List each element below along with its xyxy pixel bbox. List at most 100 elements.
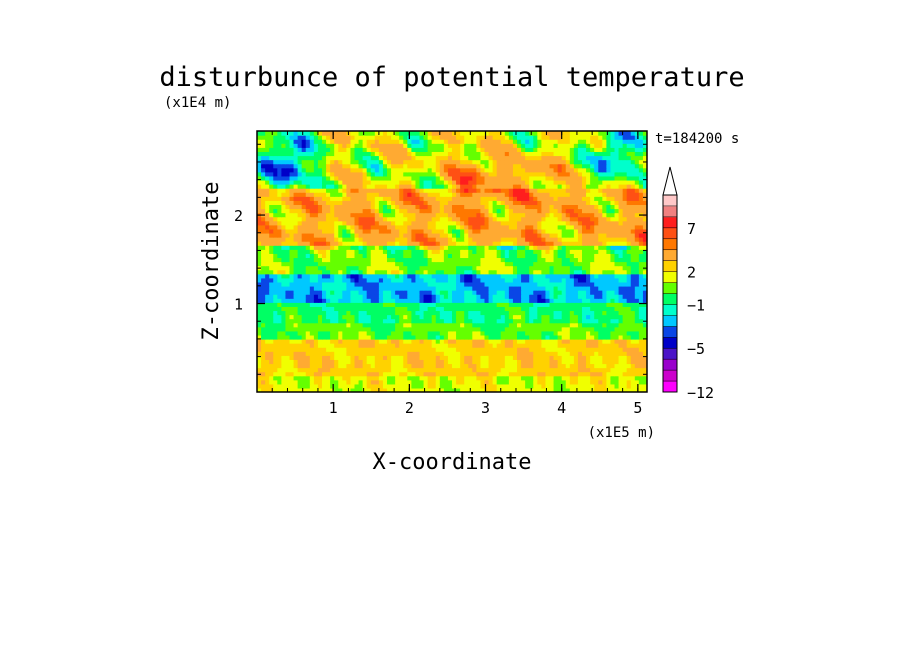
heatmap-cell (456, 387, 461, 392)
heatmap-cell (362, 285, 368, 291)
heatmap-cell (452, 228, 457, 234)
heatmap-cell (273, 237, 278, 242)
heatmap-cell (569, 224, 575, 230)
heatmap-cell (452, 355, 457, 360)
heatmap-cell (338, 245, 343, 250)
heatmap-cell (317, 314, 323, 320)
heatmap-cell (642, 224, 647, 230)
heatmap-cell (504, 200, 510, 206)
heatmap-cell (529, 355, 534, 360)
heatmap-cell (626, 245, 632, 250)
heatmap-cell (614, 228, 620, 234)
heatmap-cell (521, 200, 526, 206)
heatmap-cell (435, 322, 441, 328)
heatmap-cell (626, 383, 632, 389)
heatmap-cell (403, 216, 408, 222)
heatmap-cell (626, 285, 632, 291)
heatmap-cell (366, 224, 372, 230)
time-label: t=184200 s (655, 131, 739, 147)
heatmap-cell (415, 204, 421, 210)
heatmap-cell (387, 351, 392, 356)
heatmap-cell (598, 269, 603, 275)
heatmap-cell (370, 228, 376, 234)
heatmap-cell (399, 355, 404, 360)
heatmap-cell (382, 351, 388, 356)
heatmap-cell (512, 228, 518, 234)
heatmap-cell (545, 237, 551, 242)
heatmap-cell (370, 257, 376, 263)
heatmap-cell (285, 334, 291, 340)
heatmap-cell (354, 273, 360, 279)
heatmap-cell (472, 379, 477, 385)
heatmap-cell (492, 179, 498, 185)
heatmap-cell (374, 338, 380, 344)
heatmap-cell (399, 265, 404, 271)
heatmap-cell (602, 343, 607, 348)
heatmap-cell (460, 212, 465, 218)
heatmap-cell (492, 212, 498, 218)
heatmap-cell (573, 277, 579, 283)
heatmap-cell (399, 196, 404, 201)
heatmap-cell (411, 285, 417, 291)
heatmap-cell (382, 257, 388, 263)
heatmap-cell (634, 355, 640, 360)
heatmap-cell (362, 277, 368, 283)
heatmap-cell (582, 261, 587, 267)
heatmap-cell (257, 269, 262, 275)
heatmap-cell (582, 302, 587, 307)
heatmap-cell (269, 188, 274, 193)
heatmap-cell (326, 208, 331, 214)
heatmap-cell (447, 265, 453, 271)
heatmap-cell (289, 322, 295, 328)
heatmap-cell (447, 281, 453, 287)
heatmap-cell (415, 318, 421, 324)
heatmap-cell (382, 269, 388, 275)
heatmap-cell (561, 351, 567, 356)
heatmap-cell (582, 330, 587, 336)
heatmap-cell (537, 269, 542, 275)
heatmap-cell (537, 273, 542, 279)
heatmap-cell (447, 387, 453, 392)
heatmap-cell (382, 232, 388, 238)
heatmap-cell (358, 261, 364, 267)
heatmap-cell (598, 306, 603, 312)
heatmap-cell (541, 322, 547, 328)
heatmap-cell (427, 318, 433, 324)
heatmap-cell (265, 338, 270, 344)
heatmap-cell (326, 359, 331, 365)
heatmap-cell (553, 314, 559, 320)
heatmap-cell (342, 338, 347, 344)
heatmap-cell (387, 196, 392, 201)
heatmap-cell (586, 257, 591, 263)
heatmap-cell (269, 326, 274, 332)
heatmap-cell (541, 273, 547, 279)
heatmap-cell (281, 330, 287, 336)
heatmap-cell (602, 220, 607, 226)
heatmap-cell (257, 208, 262, 214)
heatmap-cell (342, 224, 347, 230)
heatmap-cell (590, 281, 595, 287)
heatmap-cell (549, 383, 555, 389)
heatmap-cell (374, 257, 380, 263)
heatmap-cell (297, 237, 303, 242)
heatmap-cell (586, 302, 591, 307)
heatmap-cell (289, 196, 295, 201)
heatmap-cell (504, 249, 510, 254)
heatmap-cell (504, 318, 510, 324)
heatmap-cell (614, 310, 620, 316)
heatmap-cell (305, 310, 311, 316)
heatmap-cell (630, 216, 636, 222)
heatmap-cell (382, 310, 388, 316)
heatmap-cell (309, 208, 315, 214)
heatmap-cell (622, 261, 628, 267)
heatmap-cell (525, 290, 530, 295)
heatmap-cell (464, 237, 469, 242)
heatmap-cell (411, 269, 417, 275)
heatmap-cell (285, 216, 291, 222)
heatmap-cell (517, 192, 522, 197)
heatmap-cell (330, 371, 335, 377)
heatmap-cell (334, 277, 339, 283)
heatmap-cell (500, 232, 506, 238)
heatmap-cell (305, 383, 311, 389)
heatmap-cell (261, 302, 266, 307)
